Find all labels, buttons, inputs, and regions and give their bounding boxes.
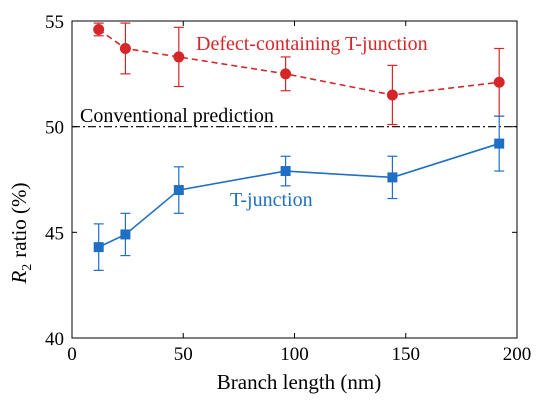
- series-line: [98, 28, 500, 96]
- reference-line-label: Conventional prediction: [80, 105, 274, 127]
- axes-layer: [71, 20, 518, 339]
- y-axis-title-rest: ratio (%): [7, 182, 31, 257]
- series-0: [93, 22, 505, 126]
- x-tick-label: 0: [67, 344, 77, 365]
- series-1: [93, 115, 505, 271]
- data-point: [280, 166, 291, 177]
- y-axis-title-symbol: R: [7, 271, 31, 285]
- data-point: [280, 68, 292, 80]
- x-tick-label: 50: [174, 344, 193, 365]
- labels-layer: 0 50 100 150 200 40 45 50 55: [45, 12, 531, 365]
- data-point: [387, 172, 398, 183]
- series-label-defect: Defect-containing T-junction: [196, 33, 428, 55]
- x-axis-title: Branch length (nm): [217, 370, 381, 394]
- y-tick-label: 55: [45, 12, 64, 33]
- data-point: [173, 51, 185, 63]
- x-tick-label: 200: [503, 344, 532, 365]
- data-point: [93, 242, 104, 253]
- y-tick-label: 40: [45, 329, 64, 350]
- series-layer: [93, 22, 505, 271]
- data-point: [120, 229, 131, 240]
- series-label-tjunction: T-junction: [230, 189, 313, 211]
- data-point: [494, 138, 505, 149]
- y-tick-label: 45: [45, 223, 64, 244]
- data-point: [93, 23, 105, 35]
- x-tick-label: 150: [392, 344, 421, 365]
- data-point: [173, 185, 184, 196]
- y-axis-title-subscript: 2: [20, 264, 35, 271]
- data-point: [119, 42, 131, 54]
- data-point: [493, 76, 505, 88]
- y-axis-title: R2 ratio (%): [7, 182, 35, 284]
- plot-frame: [71, 20, 518, 339]
- data-point: [386, 89, 398, 101]
- x-tick-label: 100: [280, 344, 309, 365]
- y-tick-label: 50: [45, 118, 64, 139]
